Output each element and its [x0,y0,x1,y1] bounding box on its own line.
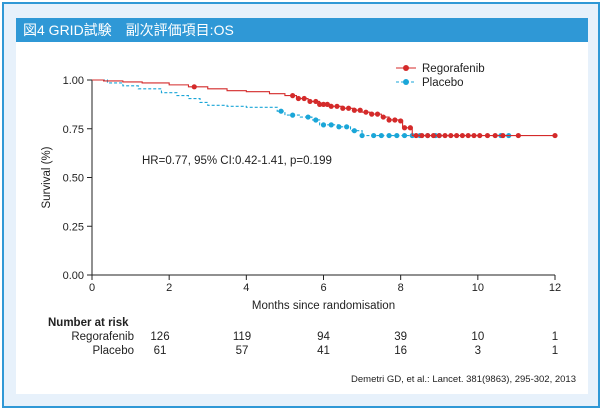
regorafenib-censor-mark [392,117,398,123]
citation: Demetri GD, et al.: Lancet. 381(9863), 2… [351,374,576,385]
placebo-censor-mark [328,122,334,128]
regorafenib-censor-mark [307,98,313,105]
regorafenib-censor-mark [430,132,437,139]
regorafenib-censor-mark [351,107,357,113]
x-axis-title: Months since randomisation [252,300,395,312]
risk-count: 16 [394,345,407,357]
regorafenib-censor-mark [324,101,330,107]
risk-count: 3 [475,345,481,357]
placebo-censor-mark [386,132,392,139]
regorafenib-censor-mark [515,132,521,139]
regorafenib-censor-mark [459,132,465,139]
regorafenib-censor-mark [407,125,413,131]
regorafenib-censor-mark [313,98,319,105]
placebo-censor-mark [359,132,365,139]
regorafenib-censor-mark [386,117,392,123]
y-tick-label: 0.00 [63,270,84,282]
risk-count: 1 [552,331,558,343]
x-tick-label: 6 [320,282,326,294]
regorafenib-censor-mark [448,132,454,139]
risk-count: 57 [236,345,249,357]
regorafenib-censor-mark [320,101,327,107]
regorafenib-censor-mark [436,132,442,139]
placebo-censor-mark [351,128,357,134]
regorafenib-censor-mark [465,132,471,139]
risk-count: 119 [233,331,251,343]
regorafenib-censor-mark [295,95,302,102]
risk-count: 41 [317,345,330,357]
risk-row-label: Regorafenib [71,331,134,343]
placebo-censor-mark [371,132,377,139]
placebo-censor-mark [313,117,319,123]
regorafenib-censor-mark [413,132,419,139]
risk-count: 126 [150,331,169,343]
regorafenib-censor-mark [363,109,369,115]
legend-regorafenib-marker [403,65,409,71]
y-axis-title: Survival (%) [41,146,53,208]
risk-count: 39 [394,331,407,343]
placebo-censor-mark [378,132,384,139]
regorafenib-censor-mark [471,132,477,139]
y-tick-label: 0.75 [63,124,84,136]
regorafenib-censor-mark [552,132,558,139]
x-tick-label: 4 [243,282,249,294]
regorafenib-censor-mark [380,114,386,120]
placebo-censor-mark [290,112,296,118]
placebo-censor-mark [278,108,284,114]
regorafenib-censor-mark [340,105,346,111]
regorafenib-censor-mark [328,103,334,109]
chart-panel: 0 2 4 6 8 10 12 0.00 0.25 0.50 0.75 1.00 Regorafeni… [16,42,588,394]
regorafenib-censor-mark [425,132,431,139]
x-tick-label: 12 [549,282,561,294]
placebo-censor-mark [305,114,311,120]
x-tick-label: 10 [472,282,484,294]
risk-count: 1 [552,345,558,357]
placebo-censor-mark [401,132,408,139]
placebo-censor-mark [336,124,342,130]
regorafenib-censor-mark [317,101,323,107]
regorafenib-censor-mark [398,118,404,124]
x-tick-label: 0 [89,282,95,294]
y-tick-label: 0.50 [63,173,84,185]
regorafenib-censor-mark [500,132,506,139]
regorafenib-censor-mark [419,132,425,139]
legend-placebo-label: Placebo [422,77,464,89]
regorafenib-censor-mark [334,103,340,109]
regorafenib-censor-mark [357,107,363,113]
regorafenib-censor-mark [442,132,448,139]
regorafenib-censor-mark [369,111,375,117]
placebo-curve [92,79,440,137]
regorafenib-censor-mark [401,125,408,131]
x-tick-label: 8 [398,282,404,294]
hr-annotation: HR=0.77, 95% CI:0.42-1.41, p=0.199 [142,155,332,167]
km-chart: 0 2 4 6 8 10 12 0.00 0.25 0.50 0.75 1.00 Regorafeni… [41,63,576,385]
risk-count: 94 [317,331,330,343]
regorafenib-censor-mark [454,132,460,139]
placebo-censor-mark [344,124,350,130]
y-tick-label: 1.00 [63,75,84,87]
legend-regorafenib-label: Regorafenib [422,63,485,75]
legend-placebo-marker [403,79,409,85]
regorafenib-censor-mark [492,132,498,139]
regorafenib-censor-mark [290,93,296,99]
figure-title: 図4 GRID試験 副次評価項目:OS [16,18,588,42]
regorafenib-censor-mark [374,111,381,117]
x-tick-label: 2 [166,282,172,294]
regorafenib-censor-mark [477,132,483,139]
risk-count: 61 [154,345,167,357]
regorafenib-censor-mark [191,84,197,90]
y-tick-label: 0.25 [63,221,84,233]
risk-row-label: Placebo [92,345,134,357]
risk-count: 10 [471,331,484,343]
risk-table-title: Number at risk [48,317,129,329]
regorafenib-censor-mark [345,105,352,111]
regorafenib-censor-mark [301,95,307,102]
placebo-censor-mark [320,122,327,128]
placebo-censor-mark [394,132,400,139]
regorafenib-censor-mark [484,132,491,139]
